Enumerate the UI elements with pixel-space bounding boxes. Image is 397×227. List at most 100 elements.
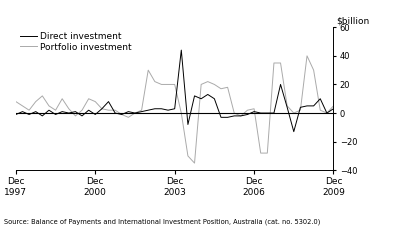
Direct investment xyxy=(278,83,283,86)
Direct investment xyxy=(285,106,289,109)
Portfolio investment xyxy=(219,87,224,90)
Portfolio investment xyxy=(73,115,78,117)
Direct investment xyxy=(152,107,157,110)
Direct investment xyxy=(66,112,71,114)
Direct investment xyxy=(80,115,85,117)
Direct investment xyxy=(100,107,104,110)
Direct investment xyxy=(225,116,230,119)
Direct investment xyxy=(311,104,316,107)
Direct investment xyxy=(192,94,197,97)
Portfolio investment xyxy=(86,97,91,100)
Portfolio investment xyxy=(66,107,71,110)
Text: Source: Balance of Payments and International Investment Position, Australia (ca: Source: Balance of Payments and Internat… xyxy=(4,218,320,225)
Portfolio investment xyxy=(278,62,283,64)
Portfolio investment xyxy=(272,62,276,64)
Portfolio investment xyxy=(245,109,250,111)
Direct investment xyxy=(166,109,170,111)
Direct investment xyxy=(265,112,270,114)
Portfolio investment xyxy=(185,155,190,157)
Direct investment xyxy=(258,112,263,114)
Direct investment xyxy=(126,110,131,113)
Direct investment xyxy=(40,115,45,117)
Portfolio investment xyxy=(232,112,237,114)
Portfolio investment xyxy=(318,109,323,111)
Direct investment xyxy=(146,109,150,111)
Direct investment xyxy=(73,110,78,113)
Portfolio investment xyxy=(291,112,296,114)
Line: Portfolio investment: Portfolio investment xyxy=(16,56,333,163)
Direct investment xyxy=(252,110,256,113)
Portfolio investment xyxy=(20,104,25,107)
Direct investment xyxy=(272,112,276,114)
Direct investment xyxy=(245,113,250,116)
Portfolio investment xyxy=(106,109,111,111)
Direct investment xyxy=(133,112,137,114)
Direct investment xyxy=(318,97,323,100)
Portfolio investment xyxy=(212,83,217,86)
Portfolio investment xyxy=(53,109,58,111)
Portfolio investment xyxy=(172,83,177,86)
Direct investment xyxy=(93,113,98,116)
Portfolio investment xyxy=(192,162,197,164)
Direct investment xyxy=(172,107,177,110)
Direct investment xyxy=(13,113,18,116)
Direct investment xyxy=(239,115,243,117)
Direct investment xyxy=(139,110,144,113)
Direct investment xyxy=(291,130,296,133)
Direct investment xyxy=(159,107,164,110)
Portfolio investment xyxy=(80,109,85,111)
Direct investment xyxy=(113,112,118,114)
Portfolio investment xyxy=(13,100,18,103)
Portfolio investment xyxy=(179,112,184,114)
Portfolio investment xyxy=(93,100,98,103)
Portfolio investment xyxy=(205,80,210,83)
Portfolio investment xyxy=(100,107,104,110)
Line: Direct investment: Direct investment xyxy=(16,50,333,132)
Direct investment xyxy=(27,113,31,116)
Text: $billion: $billion xyxy=(337,17,370,26)
Legend: Direct investment, Portfolio investment: Direct investment, Portfolio investment xyxy=(20,32,132,52)
Direct investment xyxy=(86,109,91,111)
Direct investment xyxy=(331,107,336,110)
Direct investment xyxy=(232,115,237,117)
Portfolio investment xyxy=(225,86,230,89)
Direct investment xyxy=(212,97,217,100)
Direct investment xyxy=(304,104,309,107)
Portfolio investment xyxy=(46,104,51,107)
Direct investment xyxy=(60,110,65,113)
Portfolio investment xyxy=(311,69,316,72)
Portfolio investment xyxy=(331,104,336,107)
Direct investment xyxy=(219,116,224,119)
Direct investment xyxy=(199,97,204,100)
Portfolio investment xyxy=(199,83,204,86)
Portfolio investment xyxy=(139,109,144,111)
Portfolio investment xyxy=(252,107,256,110)
Portfolio investment xyxy=(119,113,124,116)
Portfolio investment xyxy=(265,152,270,154)
Portfolio investment xyxy=(258,152,263,154)
Portfolio investment xyxy=(133,112,137,114)
Portfolio investment xyxy=(60,97,65,100)
Portfolio investment xyxy=(239,115,243,117)
Direct investment xyxy=(185,123,190,126)
Portfolio investment xyxy=(27,109,31,111)
Direct investment xyxy=(53,113,58,116)
Portfolio investment xyxy=(285,104,289,107)
Direct investment xyxy=(298,106,303,109)
Portfolio investment xyxy=(152,80,157,83)
Portfolio investment xyxy=(33,100,38,103)
Portfolio investment xyxy=(146,69,150,72)
Direct investment xyxy=(119,113,124,116)
Portfolio investment xyxy=(298,109,303,111)
Portfolio investment xyxy=(40,94,45,97)
Direct investment xyxy=(20,110,25,113)
Portfolio investment xyxy=(159,83,164,86)
Direct investment xyxy=(179,49,184,52)
Direct investment xyxy=(205,93,210,96)
Portfolio investment xyxy=(113,109,118,111)
Portfolio investment xyxy=(304,54,309,57)
Portfolio investment xyxy=(324,112,329,114)
Direct investment xyxy=(324,112,329,114)
Direct investment xyxy=(46,109,51,111)
Direct investment xyxy=(106,100,111,103)
